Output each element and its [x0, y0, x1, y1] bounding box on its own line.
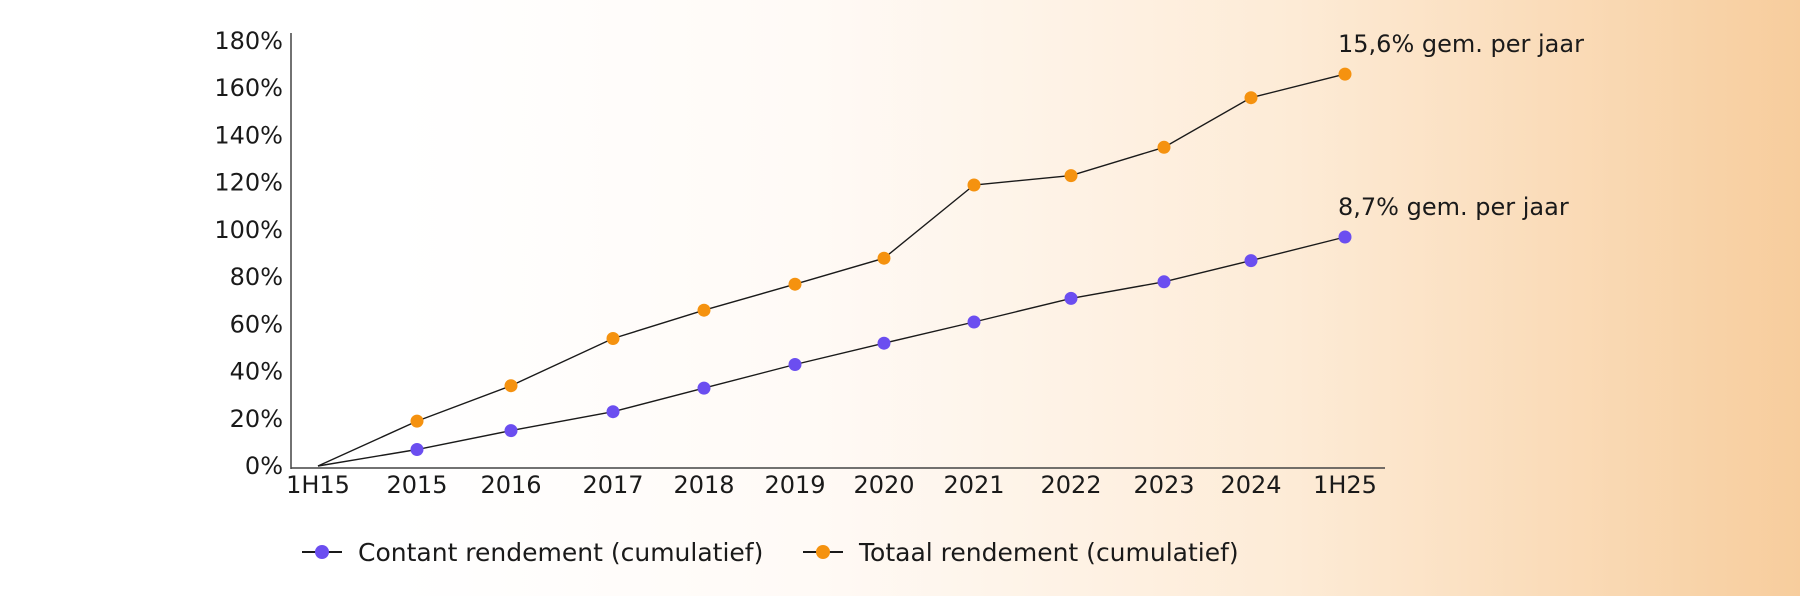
data-point-totaal: [697, 303, 711, 317]
data-point-totaal: [967, 178, 981, 192]
x-tick-label: 2021: [943, 471, 1004, 499]
data-point-totaal: [788, 277, 802, 291]
series-line-totaal: [317, 73, 1346, 467]
data-point-contant: [1064, 291, 1078, 305]
y-tick-label: 140%: [214, 121, 283, 149]
data-point-contant: [967, 315, 981, 329]
data-point-contant: [788, 358, 802, 371]
series-group: [317, 67, 1352, 467]
x-tick-label: 2022: [1040, 471, 1101, 499]
y-tick-label: 120%: [214, 169, 283, 197]
data-point-totaal: [877, 251, 891, 265]
x-tick-label: 2023: [1133, 471, 1194, 499]
annotation-group: 8,7% gem. per jaar 15,6% gem. per jaar: [1338, 30, 1584, 221]
y-tick-label: 160%: [214, 74, 283, 102]
y-tick-label: 0%: [245, 452, 283, 480]
legend: Contant rendement (cumulatief) Totaal ren…: [302, 538, 1239, 567]
x-tick-label: 2024: [1220, 471, 1281, 499]
series-line-contant: [317, 236, 1346, 467]
data-point-totaal: [1338, 67, 1352, 81]
legend-label: Contant rendement (cumulatief): [358, 538, 763, 567]
x-tick-label: 2020: [853, 471, 914, 499]
x-tick-label: 2016: [480, 471, 541, 499]
data-point-totaal: [606, 332, 620, 345]
data-point-contant: [1244, 254, 1258, 268]
y-tick-label: 180%: [214, 27, 283, 55]
legend-marker-swatch: [315, 545, 329, 559]
data-point-contant: [606, 405, 620, 419]
y-tick-label: 20%: [230, 405, 283, 433]
legend-label: Totaal rendement (cumulatief): [858, 538, 1239, 567]
data-point-totaal: [1064, 169, 1078, 183]
x-tick-label: 2019: [764, 471, 825, 499]
x-tick-label: 2017: [582, 471, 643, 499]
legend-marker-swatch: [816, 545, 830, 559]
x-tick-label: 2015: [386, 471, 447, 499]
y-tick-label: 100%: [214, 216, 283, 244]
x-tick-labels: 1H15 2015 2016 2017 2018 2019 2020 2021 2022 2023…: [286, 471, 1377, 499]
data-point-contant: [410, 443, 424, 456]
x-tick-label: 2018: [673, 471, 734, 499]
data-point-contant: [877, 336, 891, 350]
y-tick-label: 60%: [230, 310, 283, 338]
x-tick-label: 1H15: [286, 471, 350, 499]
annotation-contant: 8,7% gem. per jaar: [1338, 193, 1569, 221]
data-point-contant: [504, 424, 518, 438]
data-point-totaal: [410, 414, 424, 428]
x-tick-label: 1H25: [1313, 471, 1377, 499]
data-point-contant: [697, 381, 711, 395]
annotation-totaal: 15,6% gem. per jaar: [1338, 30, 1584, 58]
data-point-totaal: [504, 379, 518, 393]
data-point-contant: [1157, 275, 1171, 289]
y-tick-label: 80%: [230, 263, 283, 291]
y-tick-label: 40%: [230, 358, 283, 386]
data-point-totaal: [1157, 140, 1171, 154]
y-tick-labels: 0% 20% 40% 60% 80% 100% 120% 140% 160% 180%: [214, 27, 283, 480]
data-point-contant: [1338, 230, 1352, 244]
data-point-totaal: [1244, 91, 1258, 105]
